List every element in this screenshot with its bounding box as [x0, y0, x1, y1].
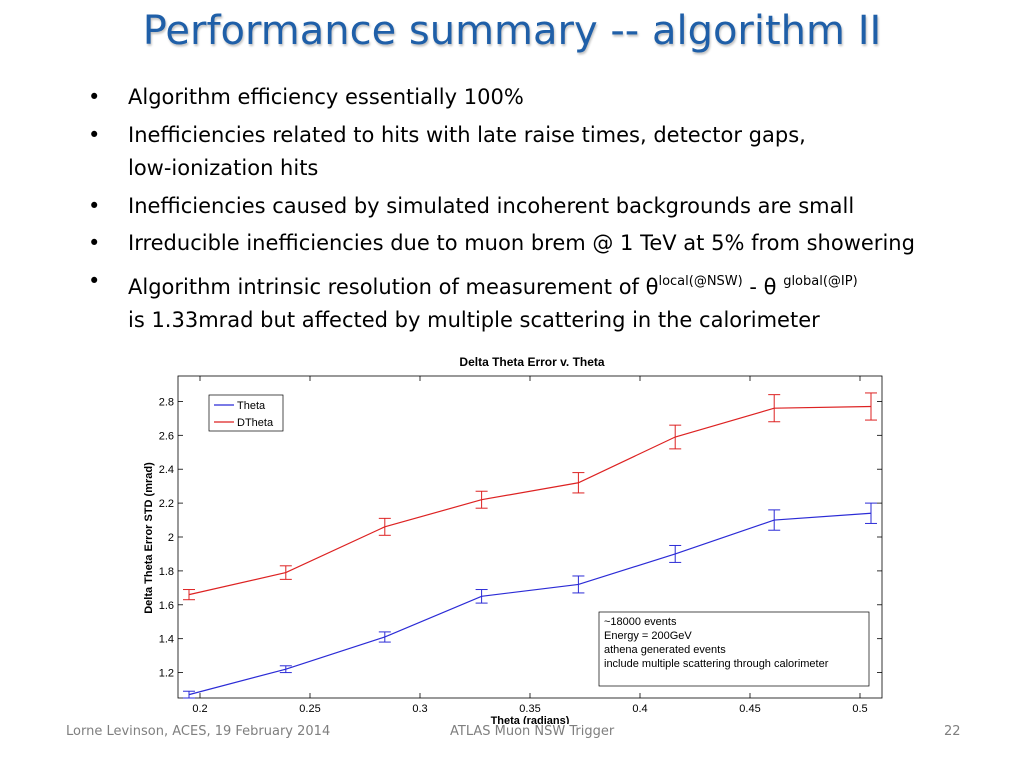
x-axis: 0.2 0.25 0.3 0.35 0.4 0.45 0.5: [192, 376, 868, 715]
x-tick-label: 0.45: [739, 703, 760, 715]
bullet-text: low-ionization hits: [128, 156, 319, 180]
y-tick-label: 1.8: [159, 566, 174, 578]
error-bar-theta: [669, 544, 682, 563]
bullet-dot: •: [88, 123, 101, 147]
error-bar-dtheta: [475, 490, 488, 509]
x-tick-label: 0.4: [632, 703, 647, 715]
error-bar-dtheta: [279, 565, 292, 580]
bullet-dot: •: [88, 231, 101, 255]
bullet-text-theta: - θ: [742, 275, 784, 299]
error-bar-theta: [279, 665, 292, 674]
legend: Theta DTheta: [208, 394, 284, 432]
error-bar-dtheta: [183, 589, 195, 601]
superscript-local: local(@NSW): [658, 274, 743, 289]
error-bar-dtheta: [378, 517, 391, 536]
x-tick-label: 0.5: [852, 703, 867, 715]
bullet-item: • Inefficiencies caused by simulated inc…: [88, 191, 1018, 222]
bullet-dot: •: [88, 269, 101, 293]
bullet-dot: •: [88, 194, 101, 218]
bullet-dot: •: [88, 85, 101, 109]
series-layer: [183, 392, 877, 699]
annotation-frame: [598, 611, 870, 687]
y-axis-label: Delta Theta Error STD (mrad): [143, 462, 155, 614]
error-bar-theta: [475, 589, 488, 604]
bullet-item: • Algorithm intrinsic resolution of meas…: [88, 265, 1018, 337]
error-bar-dtheta: [768, 394, 781, 423]
x-tick-label: 0.2: [192, 703, 207, 715]
y-tick-label: 2: [168, 532, 174, 544]
bullet-text: is 1.33mrad but affected by multiple sca…: [128, 308, 820, 332]
error-bar-theta: [572, 575, 585, 594]
series-line-theta: [188, 512, 872, 696]
footer-event: ATLAS Muon NSW Trigger: [450, 724, 615, 739]
error-bar-theta: [183, 690, 195, 699]
error-bar-dtheta: [572, 472, 585, 494]
bullet-list: • Algorithm efficiency essentially 100% …: [88, 82, 1018, 343]
bullet-text: Inefficiencies related to hits with late…: [128, 123, 806, 147]
bullet-item: • Algorithm efficiency essentially 100%: [88, 82, 1018, 113]
superscript-global: global(@IP): [783, 274, 858, 289]
bullet-item: • Irreducible inefficiencies due to muon…: [88, 228, 1018, 259]
footer-author: Lorne Levinson, ACES, 19 February 2014: [66, 724, 331, 739]
bullet-text: Irreducible inefficiencies due to muon b…: [128, 231, 915, 255]
slide-title: Performance summary -- algorithm II: [142, 8, 882, 54]
error-bar-dtheta: [865, 392, 877, 421]
x-tick-label: 0.3: [412, 703, 427, 715]
bullet-text: Algorithm efficiency essentially 100%: [128, 85, 524, 109]
annotation-box: ~18000 events Energy = 200GeV athena gen…: [598, 611, 870, 687]
x-axis-label: Theta (radians): [491, 715, 570, 724]
bullet-item: • Inefficiencies related to hits with la…: [88, 119, 1018, 185]
chart: Delta Theta Error v. Theta 0.2 0.25 0.3 0.3…: [143, 355, 883, 724]
annotation-line: athena generated events: [604, 644, 726, 656]
annotation-line: ~18000 events: [604, 616, 677, 628]
x-tick-label: 0.25: [299, 703, 320, 715]
chart-title: Delta Theta Error v. Theta: [459, 355, 604, 369]
bullet-text: Inefficiencies caused by simulated incoh…: [128, 194, 855, 218]
legend-box: [208, 394, 284, 432]
annotation-line: Energy = 200GeV: [604, 630, 692, 642]
annotation-line: include multiple scattering through calo…: [604, 658, 829, 670]
error-bar-theta: [768, 509, 781, 531]
y-axis: 1.2 1.4 1.6 1.8 2 2.2 2.4 2.6 2.8: [159, 396, 882, 680]
y-tick-label: 1.2: [159, 668, 174, 680]
y-tick-label: 2.4: [159, 464, 174, 476]
y-tick-label: 2.2: [159, 498, 174, 510]
page-number: 22: [944, 724, 961, 739]
x-tick-label: 0.35: [519, 703, 540, 715]
y-tick-label: 2.6: [159, 430, 174, 442]
legend-label-dtheta: DTheta: [237, 417, 274, 429]
y-tick-label: 2.8: [159, 396, 174, 408]
y-tick-label: 1.4: [159, 634, 174, 646]
error-bar-theta: [865, 502, 877, 524]
error-bar-dtheta: [669, 424, 682, 450]
error-bar-theta: [378, 631, 391, 643]
bullet-text: Algorithm intrinsic resolution of measur…: [128, 275, 659, 299]
y-tick-label: 1.6: [159, 600, 174, 612]
legend-label-theta: Theta: [237, 400, 266, 412]
series-line-dtheta: [188, 405, 872, 596]
